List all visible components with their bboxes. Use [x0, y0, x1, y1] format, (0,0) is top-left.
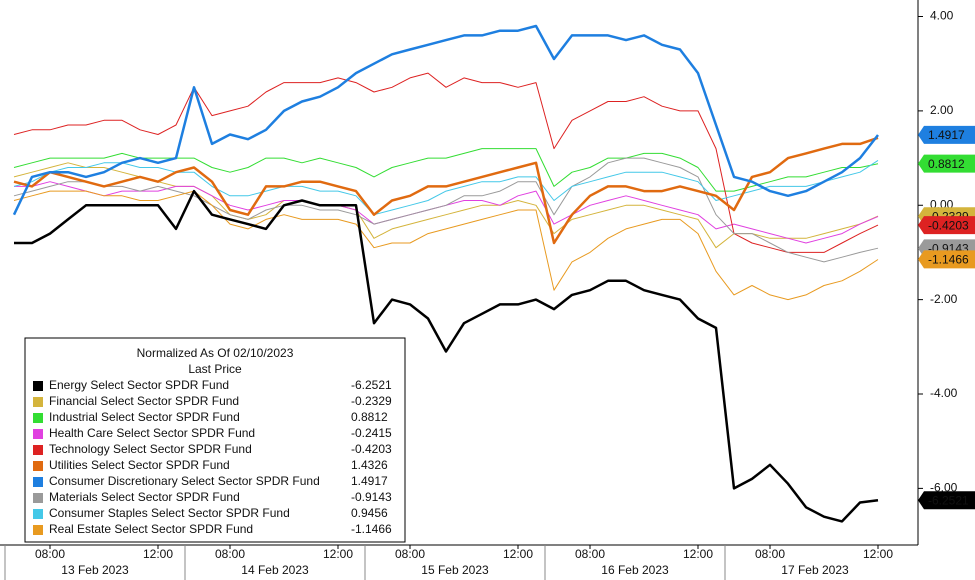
legend-label: Industrial Select Sector SPDR Fund [49, 410, 240, 424]
axis-tag [918, 491, 975, 510]
legend-subtitle: Last Price [188, 362, 242, 376]
legend-swatch [33, 509, 43, 519]
legend-swatch [33, 461, 43, 471]
axis-tag-label: 1.4917 [928, 128, 965, 142]
y-tick-label: -6.00 [930, 481, 958, 495]
legend-swatch [33, 493, 43, 503]
legend-value: -0.4203 [351, 442, 392, 456]
x-tick-label: 12:00 [503, 547, 533, 561]
legend-value: 0.9456 [351, 506, 388, 520]
legend-swatch [33, 397, 43, 407]
axis-tag [918, 154, 975, 173]
series-line [13, 190, 879, 301]
y-tick-label: -4.00 [930, 386, 958, 400]
legend-value: 0.8812 [351, 410, 388, 424]
x-tick-label: 08:00 [755, 547, 785, 561]
day-label: 17 Feb 2023 [781, 563, 849, 577]
legend-value: -0.2415 [351, 426, 392, 440]
y-tick-label: -2.00 [930, 292, 958, 306]
legend-box [24, 337, 406, 543]
legend-swatch [33, 445, 43, 455]
x-tick-label: 08:00 [215, 547, 245, 561]
legend-label: Consumer Discretionary Select Sector SPD… [49, 474, 320, 488]
axis-tag [918, 125, 975, 144]
series-line [13, 157, 879, 263]
axis-tag [918, 250, 975, 269]
legend-value: -0.2329 [351, 394, 392, 408]
y-tick-label: 2.00 [930, 103, 954, 117]
legend-title: Normalized As Of 02/10/2023 [137, 346, 294, 360]
legend-swatch [33, 413, 43, 423]
x-tick-label: 08:00 [395, 547, 425, 561]
axis-tag-label: -0.4203 [928, 218, 969, 232]
series-line [13, 159, 879, 216]
legend-label: Financial Select Sector SPDR Fund [49, 394, 239, 408]
x-tick-label: 12:00 [863, 547, 893, 561]
legend-label: Utilities Select Sector SPDR Fund [49, 458, 230, 472]
axis-tag-label: -6.2521 [928, 493, 969, 507]
legend-label: Consumer Staples Select Sector SPDR Fund [49, 506, 290, 520]
x-tick-label: 12:00 [683, 547, 713, 561]
legend-value: -6.2521 [351, 378, 392, 392]
series-line [14, 189, 879, 523]
legend-swatch [33, 381, 43, 391]
legend-value: -0.9143 [351, 490, 392, 504]
x-tick-label: 08:00 [35, 547, 65, 561]
series-line [12, 24, 879, 216]
legend-label: Materials Select Sector SPDR Fund [49, 490, 240, 504]
series-line [13, 72, 879, 253]
day-label: 13 Feb 2023 [61, 563, 129, 577]
legend-value: 1.4326 [351, 458, 388, 472]
legend-label: Real Estate Select Sector SPDR Fund [49, 522, 253, 536]
axis-tag-label: -1.1466 [928, 253, 969, 267]
legend-swatch [33, 429, 43, 439]
x-tick-label: 08:00 [575, 547, 605, 561]
day-label: 15 Feb 2023 [421, 563, 489, 577]
legend-value: -1.1466 [351, 522, 392, 536]
axis-tag [918, 216, 975, 235]
series-line [13, 136, 879, 245]
day-label: 16 Feb 2023 [601, 563, 669, 577]
legend-label: Health Care Select Sector SPDR Fund [49, 426, 255, 440]
day-label: 14 Feb 2023 [241, 563, 309, 577]
series-line [13, 148, 879, 192]
y-tick-label: 4.00 [930, 9, 954, 23]
axis-tag-label: 0.8812 [928, 157, 965, 171]
x-tick-label: 12:00 [323, 547, 353, 561]
legend-value: 1.4917 [351, 474, 388, 488]
x-tick-label: 12:00 [143, 547, 173, 561]
legend-label: Technology Select Sector SPDR Fund [49, 442, 252, 456]
legend-label: Energy Select Sector SPDR Fund [49, 378, 229, 392]
legend-swatch [33, 477, 43, 487]
legend-swatch [33, 525, 43, 535]
